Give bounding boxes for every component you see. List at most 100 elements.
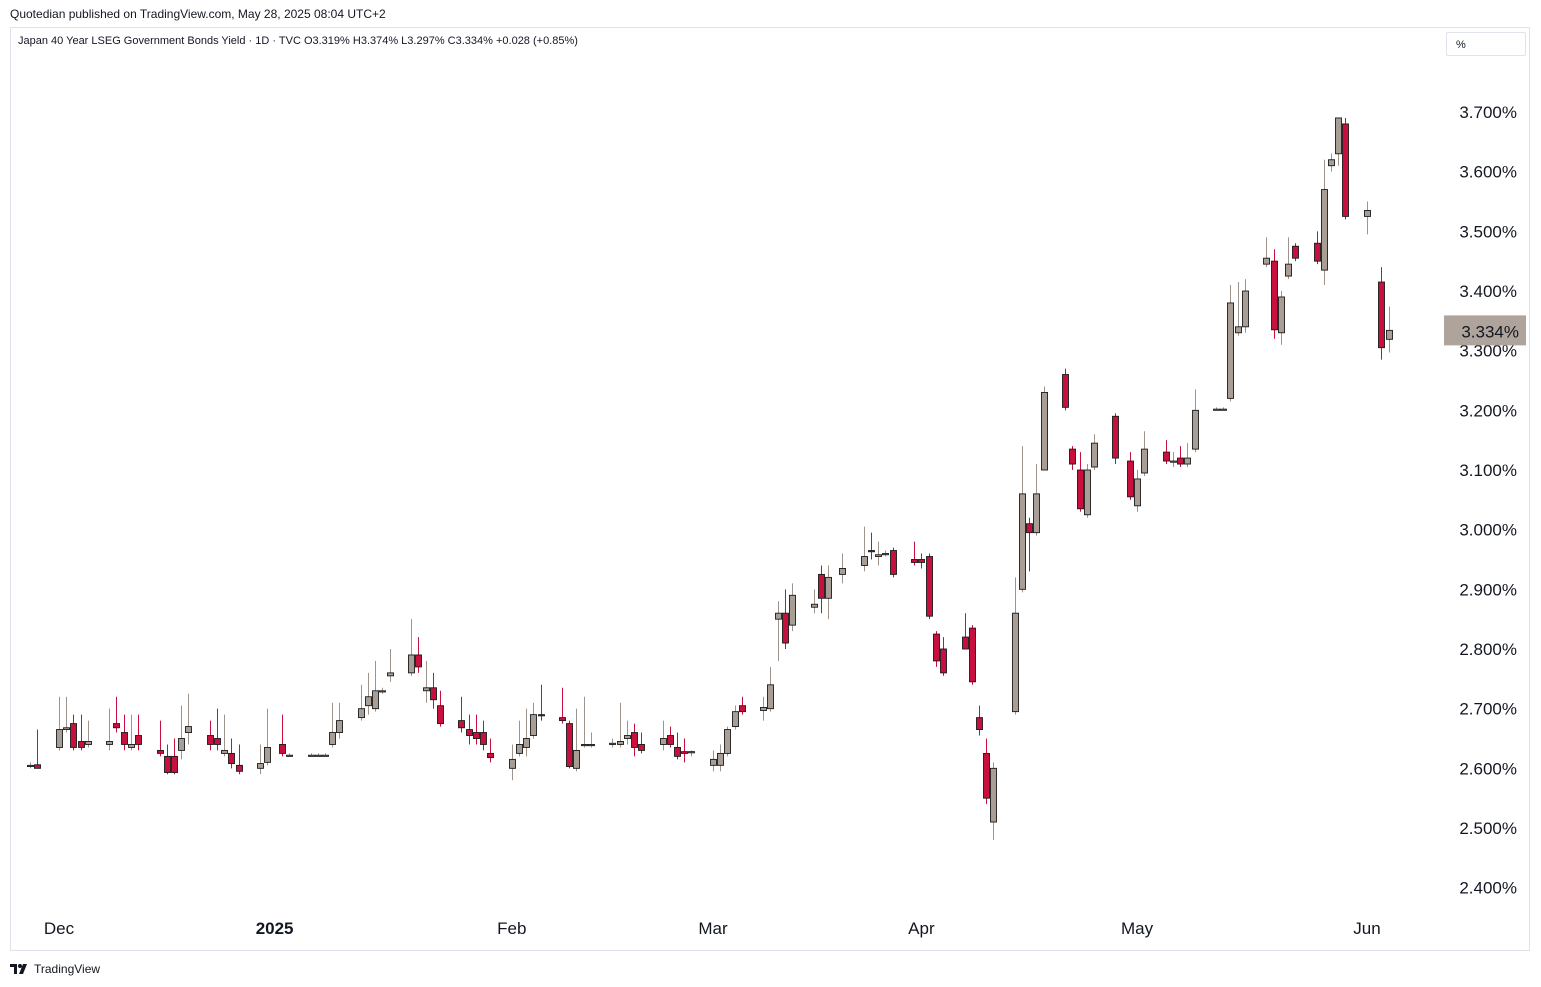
candle-body xyxy=(221,749,228,754)
candle-body xyxy=(588,744,595,747)
x-tick-label: Dec xyxy=(44,919,75,938)
candle-body xyxy=(581,744,588,747)
candle-body xyxy=(1084,469,1091,516)
candle-body xyxy=(430,687,437,701)
x-tick-label: Apr xyxy=(908,919,935,938)
candle-body xyxy=(1271,260,1278,331)
candle-body xyxy=(1242,290,1249,328)
candle-body xyxy=(1220,408,1227,411)
candle-body xyxy=(257,763,264,769)
candle-body xyxy=(724,729,731,754)
candle-body xyxy=(458,720,465,729)
footer-brand-text: TradingView xyxy=(34,962,101,976)
candle-body xyxy=(308,754,315,757)
candle-body xyxy=(1077,469,1084,510)
candle-body xyxy=(1041,391,1048,471)
candle-body xyxy=(818,573,825,599)
candle-body xyxy=(164,755,171,773)
tradingview-logo-icon xyxy=(10,963,30,975)
y-tick-label: 2.800% xyxy=(1459,640,1517,659)
candle-body xyxy=(875,554,882,557)
candle-body xyxy=(1069,448,1076,465)
candle-body xyxy=(1364,209,1371,217)
candle-body xyxy=(1227,302,1234,399)
candle-body xyxy=(423,687,430,692)
y-tick-label: 3.000% xyxy=(1459,521,1517,540)
candle-body xyxy=(1019,493,1026,590)
candle-body xyxy=(566,723,573,767)
candle-body xyxy=(839,568,846,575)
candle-body xyxy=(918,559,925,563)
candle-body xyxy=(63,727,70,731)
x-tick-label: Mar xyxy=(698,919,728,938)
chart-frame xyxy=(10,27,1530,951)
candle-body xyxy=(1026,523,1033,534)
candle-body xyxy=(983,752,990,799)
candle-body xyxy=(990,767,997,823)
footer-branding[interactable]: TradingView xyxy=(10,962,100,976)
publish-line: Quotedian published on TradingView.com, … xyxy=(10,7,386,21)
candle-body xyxy=(487,752,494,759)
candle-body xyxy=(1213,408,1220,411)
y-tick-label: 2.700% xyxy=(1459,700,1517,719)
symbol-legend: Japan 40 Year LSEG Government Bonds Yiel… xyxy=(18,35,578,47)
candle-body xyxy=(609,742,616,745)
candle-body xyxy=(933,633,940,662)
candle-body xyxy=(1091,442,1098,468)
candle-body xyxy=(617,741,624,745)
candle-body xyxy=(624,735,631,739)
candle-body xyxy=(1314,242,1321,262)
candle-body xyxy=(767,684,774,710)
candle-body xyxy=(732,711,739,728)
candle-body xyxy=(530,714,537,736)
candle-body xyxy=(1163,451,1170,462)
candle-body xyxy=(1263,257,1270,265)
candle-body xyxy=(516,744,523,754)
candle-body xyxy=(523,738,530,748)
candle-body xyxy=(128,744,135,748)
candle-body xyxy=(1112,415,1119,459)
candle-body xyxy=(466,729,473,736)
candle-body xyxy=(559,717,566,722)
candle-body xyxy=(782,612,789,644)
y-tick-label: 2.500% xyxy=(1459,819,1517,838)
candle-body xyxy=(1292,245,1299,259)
candle-body xyxy=(1184,457,1191,465)
candle-body xyxy=(825,576,832,599)
candle-body xyxy=(1170,460,1177,463)
candle-body xyxy=(911,559,918,563)
candle-body xyxy=(1177,457,1184,465)
candle-body xyxy=(969,627,976,683)
candle-body xyxy=(940,648,947,674)
candle-body xyxy=(674,747,681,757)
candle-body xyxy=(279,744,286,754)
candle-body xyxy=(926,556,933,617)
y-tick-label: 2.900% xyxy=(1459,580,1517,599)
y-tick-label: 3.500% xyxy=(1459,222,1517,241)
candle-body xyxy=(27,764,34,767)
y-tick-label: 2.400% xyxy=(1459,879,1517,898)
candle-body xyxy=(789,594,796,626)
candle-body xyxy=(178,738,185,751)
candle-body xyxy=(336,720,343,733)
candle-body xyxy=(631,732,638,748)
candle-body xyxy=(976,717,983,730)
candle-body xyxy=(1335,117,1342,155)
candle-body xyxy=(415,654,422,668)
scale-mode-button[interactable]: % xyxy=(1446,32,1526,56)
x-tick-label: Feb xyxy=(497,919,526,938)
candle-body xyxy=(509,758,516,769)
last-price-label: 3.334% xyxy=(1461,322,1519,341)
candle-body xyxy=(1192,409,1199,450)
y-tick-label: 3.700% xyxy=(1459,103,1517,122)
candle-body xyxy=(121,732,128,745)
candle-body xyxy=(760,707,767,711)
candle-body xyxy=(1386,329,1393,340)
candle-body xyxy=(710,758,717,766)
candle-body xyxy=(315,754,322,757)
candle-body xyxy=(1278,296,1285,334)
candle-body xyxy=(480,732,487,745)
candle-body xyxy=(1062,374,1069,408)
candle-body xyxy=(1342,123,1349,217)
